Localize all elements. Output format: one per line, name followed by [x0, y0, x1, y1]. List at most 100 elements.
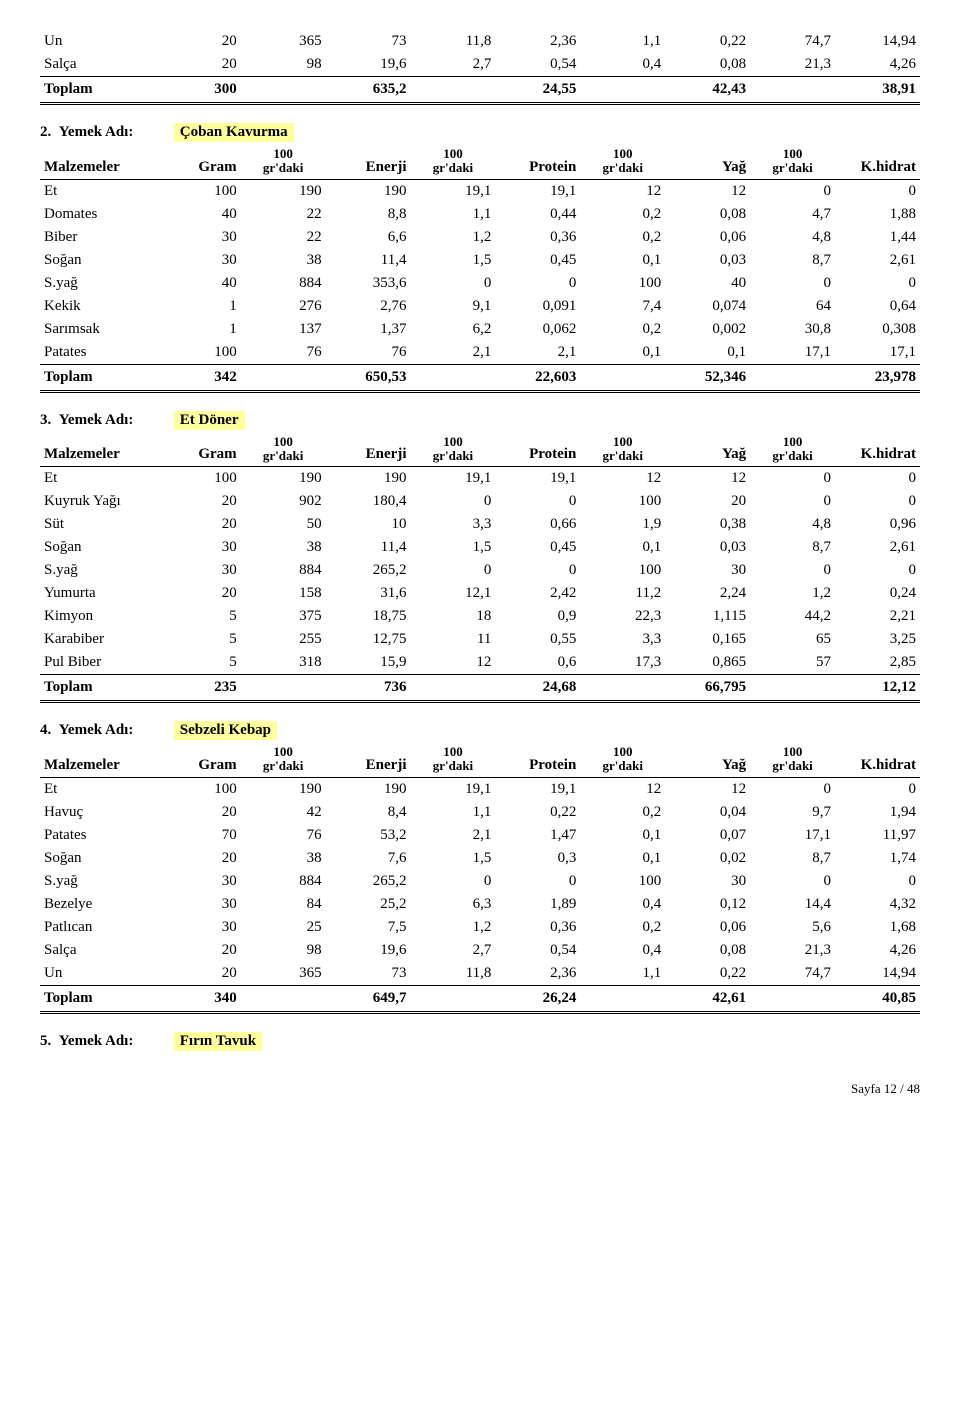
value-cell: 42: [241, 801, 326, 824]
col-malzemeler: Malzemeler: [40, 432, 156, 467]
col-grdaki: 100gr'daki: [580, 742, 665, 777]
value-cell: 0: [835, 179, 920, 203]
value-cell: 19,1: [495, 467, 580, 491]
value-cell: 0: [835, 777, 920, 801]
value-cell: 11,97: [835, 824, 920, 847]
table-row: Yumurta2015831,612,12,4211,22,241,20,24: [40, 582, 920, 605]
value-cell: 1: [156, 318, 241, 341]
value-cell: 1,1: [580, 30, 665, 53]
value-cell: 14,4: [750, 893, 835, 916]
value-cell: 0,2: [580, 916, 665, 939]
total-enerji: 635,2: [326, 77, 411, 104]
value-cell: 44,2: [750, 605, 835, 628]
value-cell: 30: [156, 870, 241, 893]
value-cell: 2,1: [411, 341, 496, 365]
value-cell: 0: [750, 467, 835, 491]
value-cell: 84: [241, 893, 326, 916]
value-cell: 8,7: [750, 536, 835, 559]
value-cell: 20: [156, 962, 241, 986]
ingredient-name: Un: [40, 30, 156, 53]
value-cell: 17,1: [835, 341, 920, 365]
value-cell: 0,4: [580, 939, 665, 962]
ingredient-name: Yumurta: [40, 582, 156, 605]
value-cell: 5,6: [750, 916, 835, 939]
total-khidrat: 38,91: [835, 77, 920, 104]
table-row: Domates40228,81,10,440,20,084,71,88: [40, 203, 920, 226]
value-cell: 4,26: [835, 53, 920, 77]
value-cell: 18: [411, 605, 496, 628]
value-cell: 12: [665, 777, 750, 801]
value-cell: 7,6: [326, 847, 411, 870]
recipe-name: Çoban Kavurma: [174, 123, 294, 142]
ingredient-name: Salça: [40, 939, 156, 962]
value-cell: 2,76: [326, 295, 411, 318]
col-grdaki: 100gr'daki: [750, 432, 835, 467]
value-cell: 2,85: [835, 651, 920, 675]
ingredient-name: Domates: [40, 203, 156, 226]
value-cell: 30: [665, 559, 750, 582]
value-cell: 1,68: [835, 916, 920, 939]
ingredient-name: Et: [40, 179, 156, 203]
value-cell: 19,1: [411, 777, 496, 801]
value-cell: 4,32: [835, 893, 920, 916]
value-cell: 2,1: [495, 341, 580, 365]
value-cell: 11,8: [411, 30, 496, 53]
value-cell: 30: [156, 226, 241, 249]
value-cell: 1,44: [835, 226, 920, 249]
value-cell: 0,1: [580, 536, 665, 559]
value-cell: 4,8: [750, 513, 835, 536]
value-cell: 0,08: [665, 939, 750, 962]
value-cell: 158: [241, 582, 326, 605]
value-cell: 0: [411, 870, 496, 893]
value-cell: 5: [156, 605, 241, 628]
value-cell: 0,2: [580, 318, 665, 341]
value-cell: 0,54: [495, 939, 580, 962]
value-cell: 5: [156, 628, 241, 651]
col-grdaki: 100gr'daki: [411, 144, 496, 179]
value-cell: 25,2: [326, 893, 411, 916]
value-cell: 30: [156, 249, 241, 272]
ingredient-name: Karabiber: [40, 628, 156, 651]
value-cell: 0,002: [665, 318, 750, 341]
value-cell: 375: [241, 605, 326, 628]
value-cell: 0,06: [665, 226, 750, 249]
value-cell: 98: [241, 53, 326, 77]
value-cell: 318: [241, 651, 326, 675]
value-cell: 190: [241, 467, 326, 491]
recipe-table: MalzemelerGram100gr'dakiEnerji100gr'daki…: [40, 432, 920, 704]
value-cell: 0,074: [665, 295, 750, 318]
value-cell: 19,1: [411, 467, 496, 491]
value-cell: 73: [326, 30, 411, 53]
ingredient-name: Patates: [40, 824, 156, 847]
value-cell: 0,36: [495, 226, 580, 249]
table-row: Havuç20428,41,10,220,20,049,71,94: [40, 801, 920, 824]
value-cell: 12: [665, 179, 750, 203]
total-protein: 24,68: [495, 675, 580, 702]
value-cell: 265,2: [326, 870, 411, 893]
ingredient-name: Kekik: [40, 295, 156, 318]
ingredient-name: Bezelye: [40, 893, 156, 916]
value-cell: 353,6: [326, 272, 411, 295]
value-cell: 1,37: [326, 318, 411, 341]
total-row: Toplam340649,726,2442,6140,85: [40, 985, 920, 1012]
value-cell: 0: [835, 467, 920, 491]
value-cell: 73: [326, 962, 411, 986]
value-cell: 0: [750, 777, 835, 801]
value-cell: 0,22: [665, 962, 750, 986]
value-cell: 0: [835, 490, 920, 513]
value-cell: 12: [411, 651, 496, 675]
value-cell: 12: [665, 467, 750, 491]
total-yag: 42,61: [665, 985, 750, 1012]
value-cell: 76: [326, 341, 411, 365]
ingredient-name: S.yağ: [40, 272, 156, 295]
value-cell: 0,02: [665, 847, 750, 870]
value-cell: 70: [156, 824, 241, 847]
col-enerji: Enerji: [326, 432, 411, 467]
value-cell: 20: [156, 582, 241, 605]
col-yag: Yağ: [665, 742, 750, 777]
total-label: Toplam: [40, 675, 156, 702]
value-cell: 30: [156, 536, 241, 559]
value-cell: 2,61: [835, 536, 920, 559]
value-cell: 884: [241, 272, 326, 295]
value-cell: 0: [750, 870, 835, 893]
